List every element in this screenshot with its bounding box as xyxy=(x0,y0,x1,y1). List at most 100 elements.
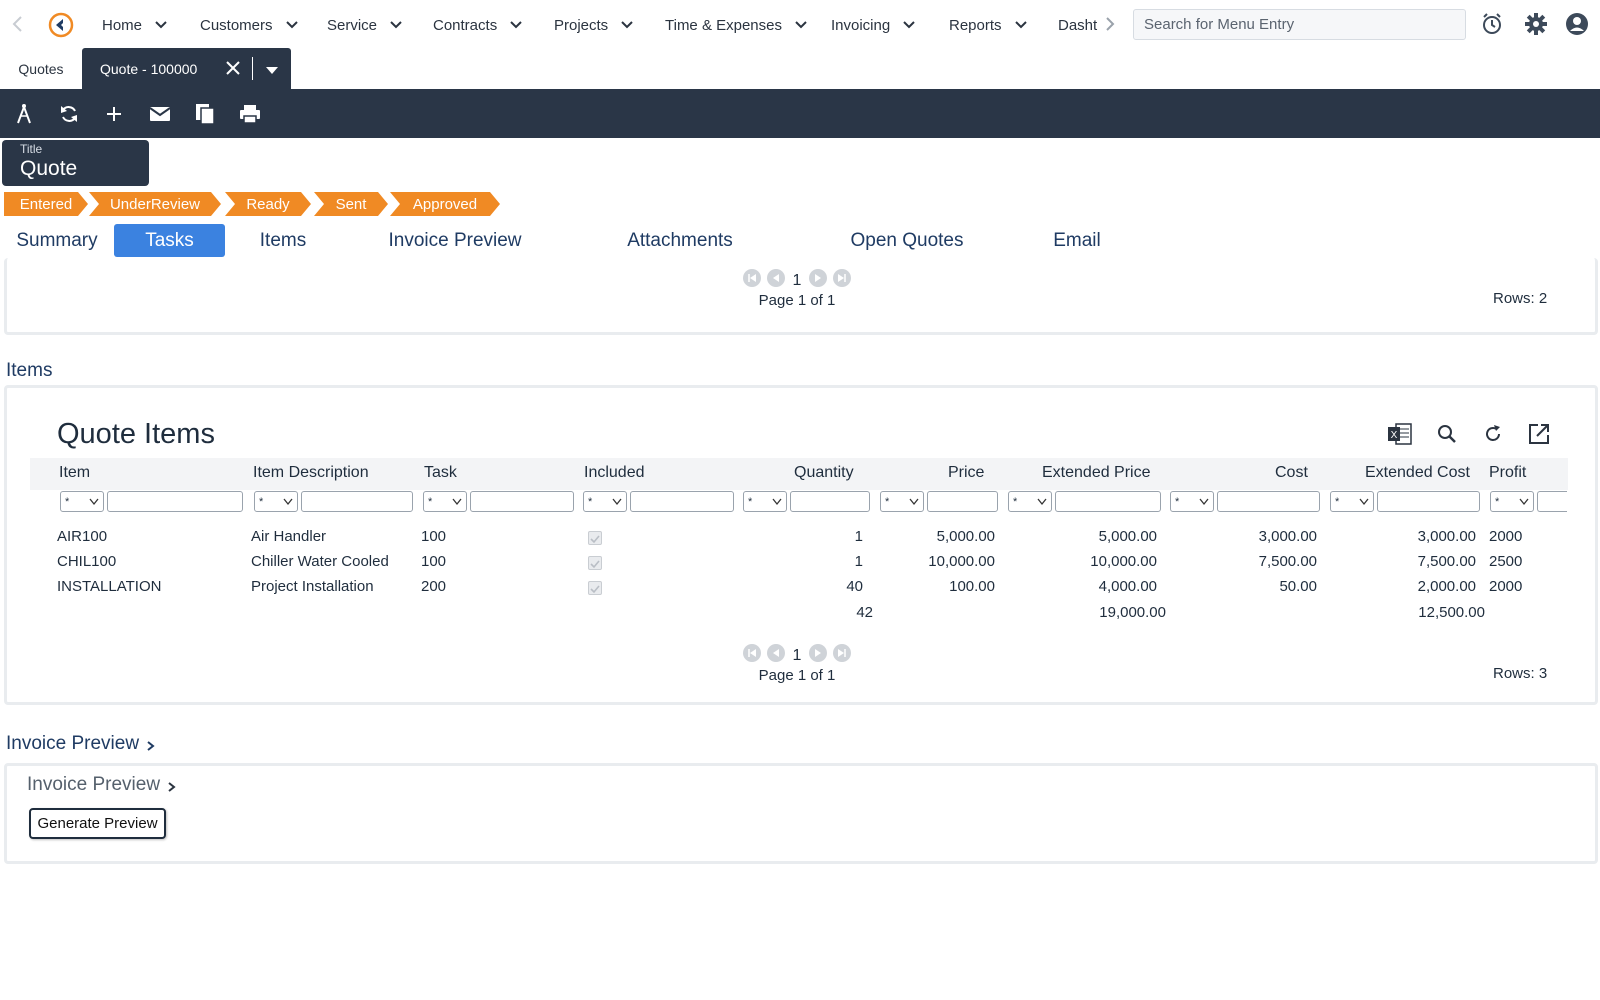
tab-email[interactable]: Email xyxy=(1046,224,1108,257)
rows-count: Rows: 3 xyxy=(1493,665,1548,682)
chevron-down-icon xyxy=(621,21,633,29)
first-page-icon[interactable] xyxy=(742,644,761,662)
filter-input-price[interactable] xyxy=(927,491,998,512)
filter-input-cost[interactable] xyxy=(1217,491,1320,512)
prev-page-icon[interactable] xyxy=(766,644,785,662)
search-icon[interactable] xyxy=(1434,421,1460,447)
copy-icon[interactable] xyxy=(193,102,217,126)
col-price[interactable]: Price xyxy=(948,464,985,481)
last-page-icon[interactable] xyxy=(833,269,852,287)
filter-input-included[interactable] xyxy=(630,491,734,512)
alarm-clock-icon[interactable] xyxy=(1480,12,1504,36)
page-number: 1 xyxy=(792,647,802,664)
menu-label: Home xyxy=(102,16,143,34)
forward-arrow-icon[interactable] xyxy=(1103,15,1117,33)
col-profit[interactable]: Profit xyxy=(1489,464,1527,481)
open-external-icon[interactable] xyxy=(1526,421,1552,447)
invoice-preview-subheading[interactable]: Invoice Preview xyxy=(27,774,178,796)
prev-page-icon[interactable] xyxy=(766,269,785,287)
last-page-icon[interactable] xyxy=(833,644,852,662)
compass-icon[interactable] xyxy=(12,102,36,126)
app-logo-icon[interactable] xyxy=(48,12,74,38)
menu-home[interactable]: Home xyxy=(102,14,168,36)
status-label: UnderReview xyxy=(109,195,201,213)
menu-service[interactable]: Service xyxy=(327,14,403,36)
refresh-icon[interactable] xyxy=(57,102,81,126)
included-checkbox[interactable] xyxy=(588,556,602,570)
cell-description: Project Installation xyxy=(251,578,374,595)
filter-operator-select[interactable]: * xyxy=(1490,491,1534,512)
filter-operator-select[interactable]: * xyxy=(583,491,627,512)
reload-icon[interactable] xyxy=(1480,421,1506,447)
tab-open-quotes[interactable]: Open Quotes xyxy=(846,224,968,257)
tab-items[interactable]: Items xyxy=(248,224,318,257)
status-ready[interactable]: Ready xyxy=(225,192,311,216)
invoice-preview-heading[interactable]: Invoice Preview xyxy=(6,733,157,755)
col-extended-price[interactable]: Extended Price xyxy=(1042,464,1151,481)
tab-tasks[interactable]: Tasks xyxy=(114,224,225,257)
menu-label: Projects xyxy=(554,16,609,34)
tab-attachments[interactable]: Attachments xyxy=(618,224,742,257)
col-extended-cost[interactable]: Extended Cost xyxy=(1365,464,1470,481)
menu-customers[interactable]: Customers xyxy=(200,14,299,36)
menu-time-expenses[interactable]: Time & Expenses xyxy=(665,14,808,36)
tab-quote-100000[interactable]: Quote - 100000 xyxy=(82,48,291,89)
excel-export-icon[interactable]: X xyxy=(1387,421,1413,447)
menu-invoicing[interactable]: Invoicing xyxy=(831,14,916,36)
included-checkbox[interactable] xyxy=(588,581,602,595)
col-item-description[interactable]: Item Description xyxy=(253,464,369,481)
total-extended-price: 19,000.00 xyxy=(1099,604,1166,621)
status-approved[interactable]: Approved xyxy=(390,192,500,216)
caret-down-icon[interactable] xyxy=(265,63,279,74)
close-icon[interactable] xyxy=(225,60,241,76)
generate-preview-button[interactable]: Generate Preview xyxy=(29,808,166,839)
tab-invoice-preview[interactable]: Invoice Preview xyxy=(380,224,530,257)
filter-operator-select[interactable]: * xyxy=(254,491,298,512)
filter-input-extended-cost[interactable] xyxy=(1377,491,1480,512)
first-page-icon[interactable] xyxy=(742,269,761,287)
filter-input-quantity[interactable] xyxy=(790,491,870,512)
filter-input-item[interactable] xyxy=(107,491,243,512)
next-page-icon[interactable] xyxy=(809,644,828,662)
rows-count: Rows: 2 xyxy=(1493,290,1548,307)
filter-operator-select[interactable]: * xyxy=(1330,491,1374,512)
page-text: Page 1 of 1 xyxy=(758,667,836,684)
tab-summary[interactable]: Summary xyxy=(8,224,106,257)
filter-operator-select[interactable]: * xyxy=(423,491,467,512)
menu-projects[interactable]: Projects xyxy=(554,14,634,36)
user-avatar-icon[interactable] xyxy=(1565,12,1589,36)
title-label: Title xyxy=(20,142,43,156)
status-sent[interactable]: Sent xyxy=(314,192,388,216)
col-task[interactable]: Task xyxy=(424,464,457,481)
filter-operator-select[interactable]: * xyxy=(880,491,924,512)
next-page-icon[interactable] xyxy=(809,269,828,287)
email-icon[interactable] xyxy=(148,102,172,126)
status-underreview[interactable]: UnderReview xyxy=(89,192,221,216)
col-quantity[interactable]: Quantity xyxy=(794,464,854,481)
filter-input-description[interactable] xyxy=(301,491,413,512)
gear-icon[interactable] xyxy=(1524,12,1548,36)
col-cost[interactable]: Cost xyxy=(1275,464,1308,481)
cell-extended-price: 10,000.00 xyxy=(1090,553,1157,570)
filter-input-profit[interactable] xyxy=(1537,491,1567,512)
included-checkbox[interactable] xyxy=(588,531,602,545)
col-item[interactable]: Item xyxy=(59,464,91,481)
menu-contracts[interactable]: Contracts xyxy=(433,14,523,36)
menu-reports[interactable]: Reports xyxy=(949,14,1028,36)
menu-label: Dasht xyxy=(1058,16,1098,34)
menu-dashboards[interactable]: Dasht xyxy=(1058,14,1098,36)
menu-search-input[interactable] xyxy=(1133,9,1466,40)
tab-quotes[interactable]: Quotes xyxy=(0,48,82,89)
filter-operator-select[interactable]: * xyxy=(1170,491,1214,512)
col-included[interactable]: Included xyxy=(584,464,645,481)
add-icon[interactable] xyxy=(102,102,126,126)
status-entered[interactable]: Entered xyxy=(4,192,88,216)
back-arrow-icon[interactable] xyxy=(10,14,26,34)
filter-input-extended-price[interactable] xyxy=(1055,491,1161,512)
filter-input-task[interactable] xyxy=(470,491,574,512)
filter-operator-select[interactable]: * xyxy=(60,491,104,512)
filter-operator-select[interactable]: * xyxy=(743,491,787,512)
print-icon[interactable] xyxy=(238,102,262,126)
record-toolbar xyxy=(0,89,1600,138)
filter-operator-select[interactable]: * xyxy=(1008,491,1052,512)
